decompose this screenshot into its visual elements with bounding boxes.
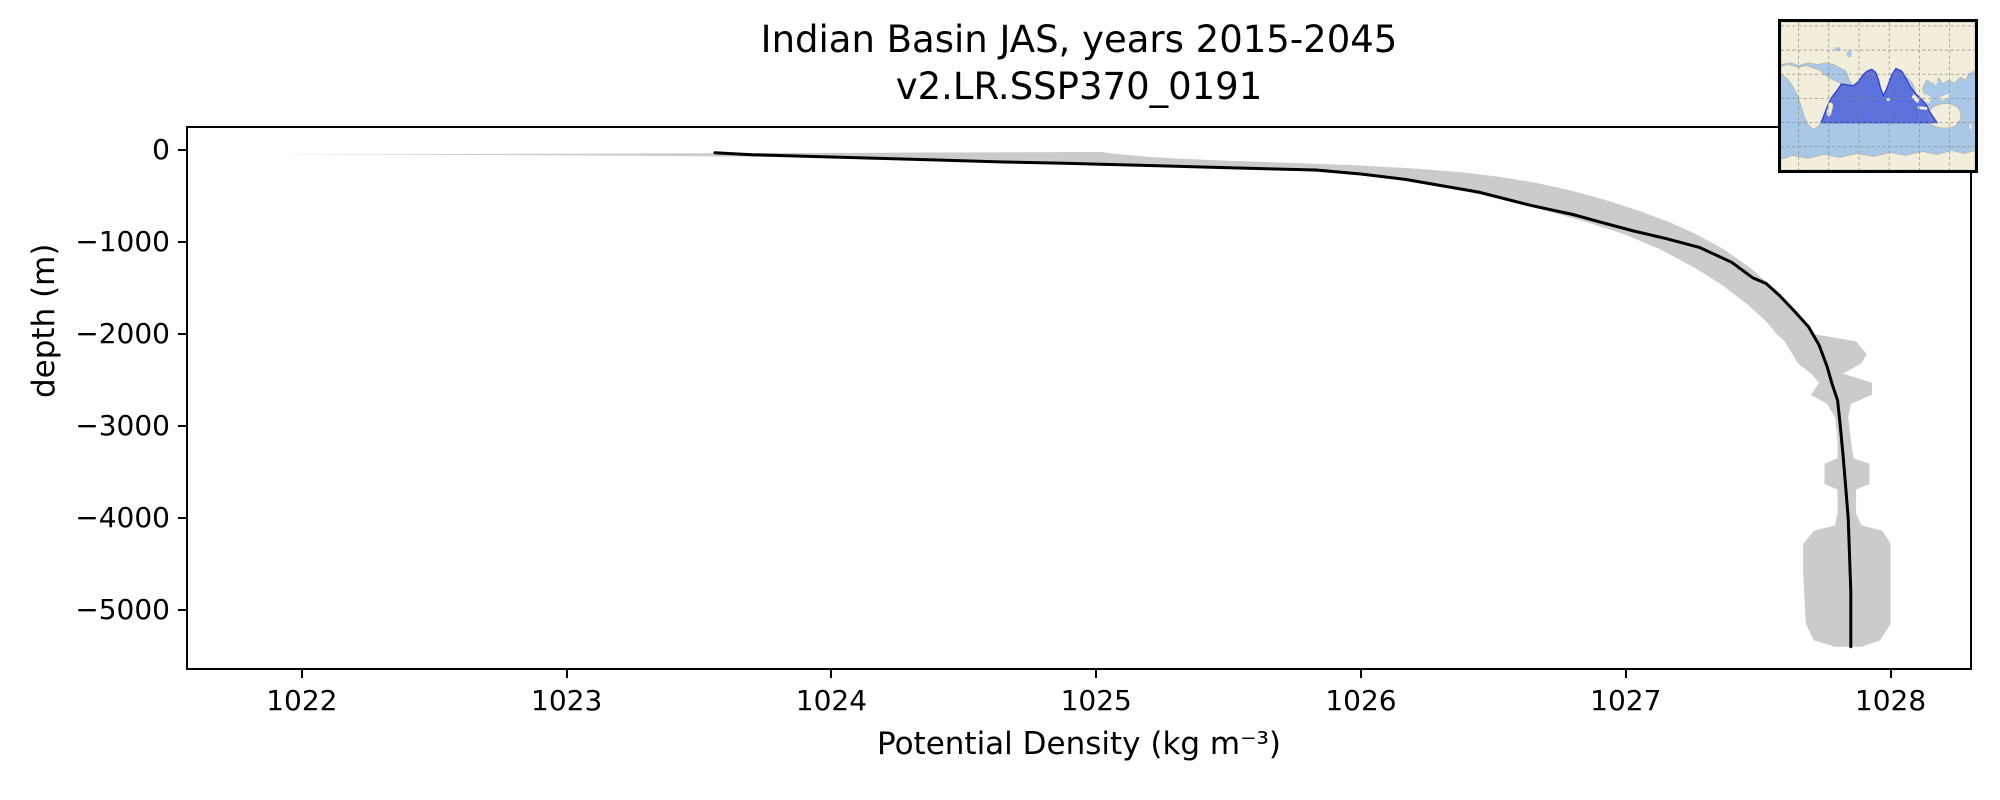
x-tick-label: 1027	[1590, 684, 1662, 717]
x-tick-label: 1023	[531, 684, 603, 717]
map-gridlines	[1781, 22, 1975, 170]
sumatra-island	[1911, 93, 1920, 104]
inland-sea	[1846, 50, 1852, 58]
java-island	[1917, 106, 1928, 111]
philippines-island	[1933, 76, 1938, 86]
inland-sea	[1834, 46, 1841, 52]
x-tick-mark	[565, 668, 568, 678]
chart-title-line2: v2.LR.SSP370_0191	[895, 65, 1263, 108]
y-tick-label: −4000	[75, 501, 170, 535]
x-tick-label: 1026	[1325, 684, 1397, 717]
y-tick-label: 0	[152, 133, 170, 167]
x-tick-label: 1022	[266, 684, 338, 717]
y-tick-mark	[178, 517, 188, 520]
indian-basin-highlight	[1819, 67, 1939, 124]
x-tick-label: 1024	[795, 684, 868, 717]
y-tick-mark	[178, 149, 188, 152]
plot-area	[186, 126, 1972, 670]
x-tick-mark	[1359, 668, 1362, 678]
world-map	[1781, 22, 1975, 170]
chart-title-line1: Indian Basin JAS, years 2015-2045	[760, 18, 1398, 61]
chart-title: Indian Basin JAS, years 2015-2045 v2.LR.…	[188, 16, 1970, 110]
britain-island	[1786, 37, 1792, 42]
y-tick-mark	[178, 609, 188, 612]
x-tick-mark	[830, 668, 833, 678]
x-axis-label: Potential Density (kg m⁻³)	[876, 726, 1282, 762]
y-tick-label: −3000	[75, 409, 170, 443]
x-tick-label: 1025	[1060, 684, 1132, 717]
y-tick-mark	[178, 425, 188, 428]
borneo-island	[1923, 93, 1932, 104]
x-tick-mark	[300, 668, 303, 678]
new-zealand-island	[1969, 122, 1973, 131]
region-map-inset	[1778, 19, 1978, 173]
y-tick-mark	[178, 241, 188, 244]
x-tick-label: 1028	[1854, 684, 1927, 717]
x-tick-mark	[1095, 668, 1098, 678]
x-tick-mark	[1624, 668, 1627, 678]
y-tick-mark	[178, 333, 188, 336]
y-tick-label: −5000	[75, 593, 170, 627]
y-tick-label: −1000	[75, 225, 170, 259]
antarctica-landmass	[1781, 150, 1975, 170]
y-tick-label: −2000	[75, 317, 170, 351]
madagascar-island	[1826, 102, 1834, 117]
red-sea	[1834, 66, 1848, 82]
x-tick-mark	[1889, 668, 1892, 678]
